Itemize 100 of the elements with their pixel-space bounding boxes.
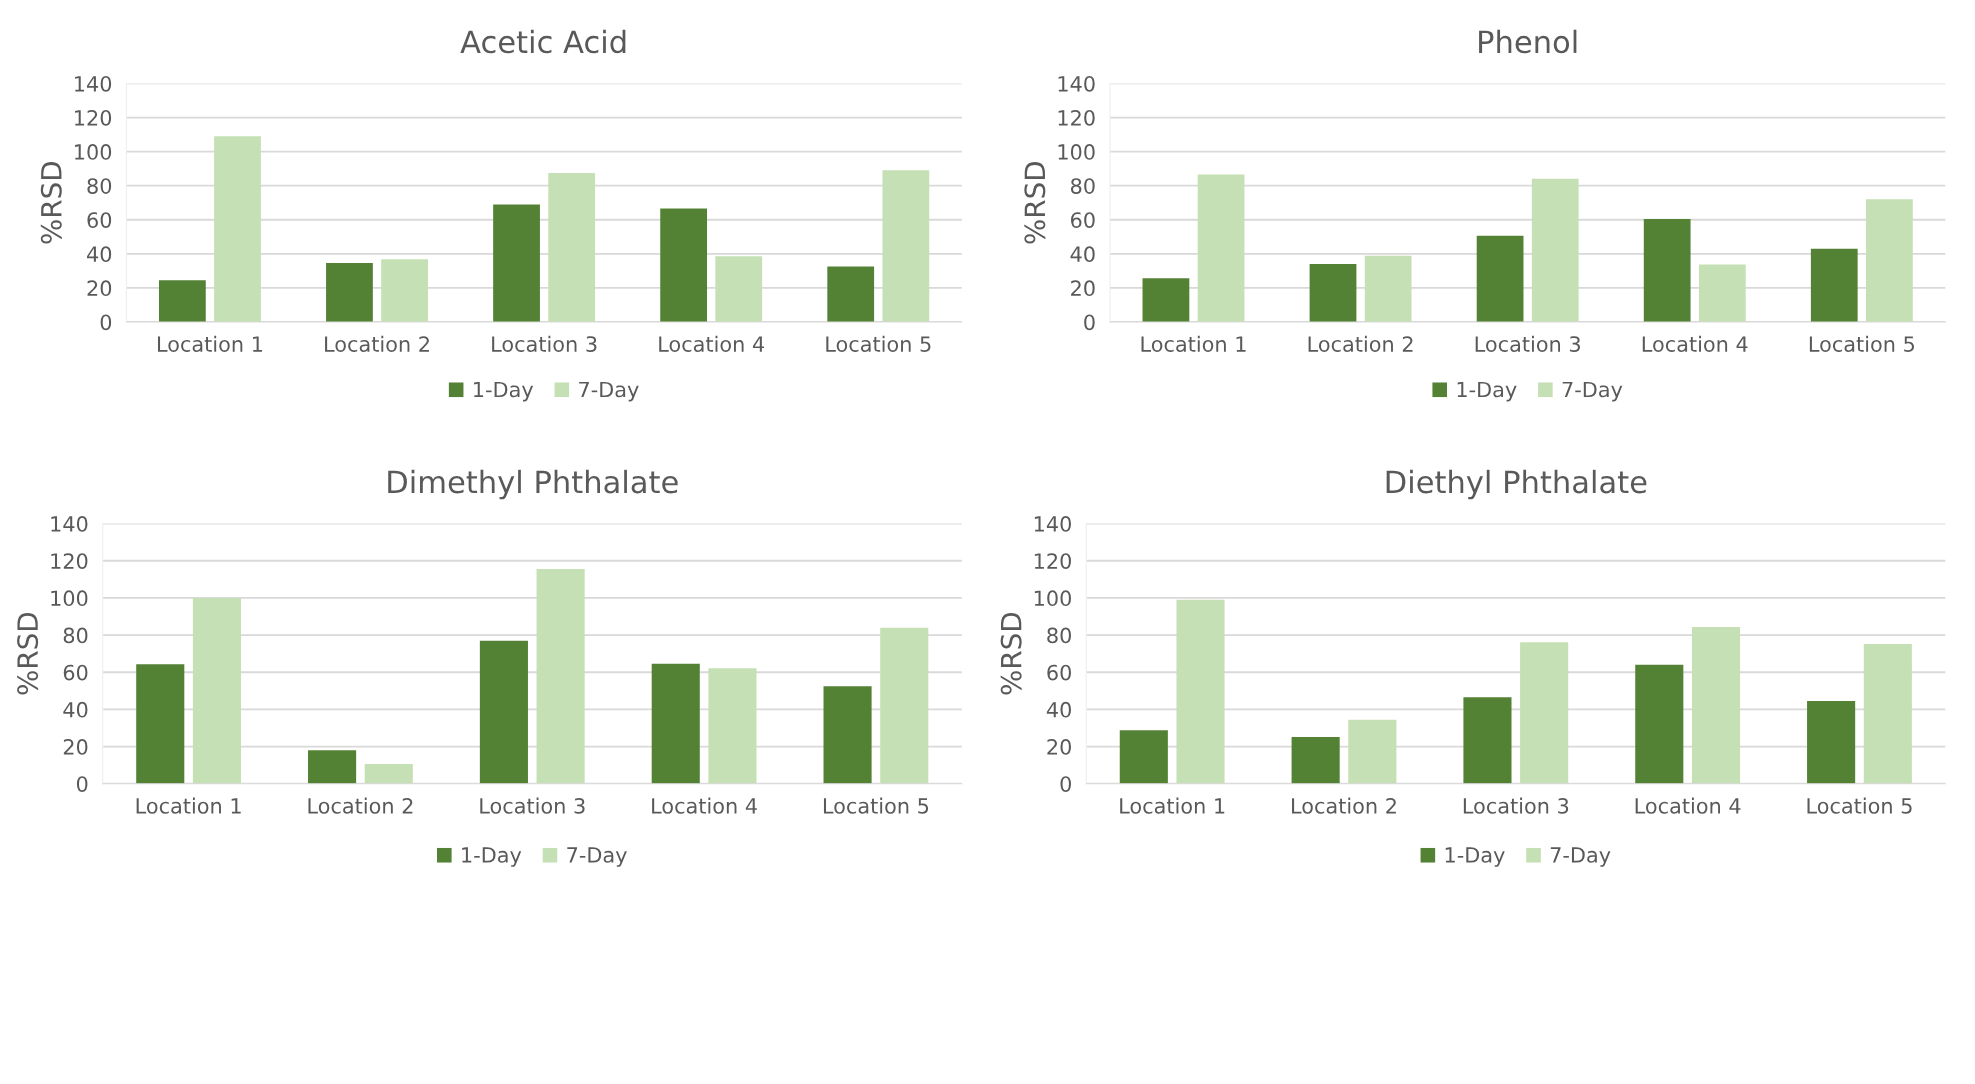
bar <box>326 263 373 322</box>
x-tick-label: Location 3 <box>1475 335 1580 352</box>
x-tick-label: Location 3 <box>480 797 585 814</box>
bar <box>880 627 929 784</box>
bar <box>1309 264 1357 322</box>
y-tick-label: 40 <box>1070 246 1095 263</box>
bar <box>715 256 763 322</box>
bar <box>1463 697 1512 784</box>
bar <box>827 266 875 322</box>
x-tick-label: Location 1 <box>1120 797 1225 814</box>
y-tick-label: 120 <box>1058 109 1095 126</box>
bar <box>479 640 528 784</box>
x-tick-label: Location 1 <box>157 335 263 352</box>
x-tick-label: Location 1 <box>136 797 241 814</box>
x-tick-label: Location 2 <box>325 335 429 352</box>
chart-title: Diethyl Phthalate <box>1386 469 1647 500</box>
bar <box>823 686 872 784</box>
legend-label: 7-Day <box>567 847 627 867</box>
x-tick-label: Location 2 <box>1308 335 1413 352</box>
legend-label: 1-Day <box>474 381 534 402</box>
bar <box>1807 701 1856 784</box>
bar <box>493 204 540 322</box>
chart-title: Phenol <box>1479 29 1577 54</box>
bar <box>308 750 357 784</box>
bar <box>1364 255 1412 322</box>
x-tick-label: Location 5 <box>826 335 931 352</box>
y-axis-title: %RSD <box>1024 161 1046 244</box>
bar <box>364 764 413 784</box>
x-tick-label: Location 4 <box>1635 797 1741 814</box>
bar <box>1197 174 1245 322</box>
y-axis-title: %RSD <box>40 161 62 244</box>
x-tick-label: Location 3 <box>492 335 597 352</box>
bar <box>1635 664 1684 784</box>
x-tick-label: Location 1 <box>1141 335 1246 352</box>
x-tick-label: Location 2 <box>1292 797 1396 814</box>
bar <box>136 664 185 784</box>
legend-label: 7-Day <box>1562 381 1623 402</box>
x-tick-label: Location 3 <box>1463 797 1569 814</box>
x-tick-label: Location 4 <box>659 335 765 352</box>
y-tick-label: 40 <box>87 246 112 263</box>
legend-label: 1-Day <box>462 847 522 867</box>
y-tick-label: 60 <box>87 212 112 228</box>
bar <box>1866 199 1913 322</box>
bar <box>1643 219 1691 322</box>
y-tick-label: 20 <box>1047 739 1071 755</box>
bar <box>381 259 428 322</box>
y-tick-label: 80 <box>87 178 112 194</box>
bar <box>548 173 596 322</box>
y-axis-title: %RSD <box>17 612 39 695</box>
y-tick-label: 100 <box>51 590 88 607</box>
y-tick-label: 120 <box>51 553 88 569</box>
y-tick-label: 120 <box>1034 553 1071 569</box>
y-tick-label: 100 <box>1058 144 1095 160</box>
legend-label: 7-Day <box>579 381 639 402</box>
y-tick-label: 100 <box>1034 590 1071 607</box>
bar <box>882 170 930 322</box>
y-tick-label: 0 <box>100 314 112 331</box>
x-tick-label: Location 5 <box>1809 335 1915 352</box>
y-tick-label: 0 <box>1084 314 1095 331</box>
bar <box>1691 626 1741 784</box>
y-tick-label: 140 <box>75 75 112 92</box>
chart-title: Dimethyl Phthalate <box>388 469 678 500</box>
bar <box>1176 599 1225 784</box>
legend-label: 7-Day <box>1550 847 1611 867</box>
bar <box>651 663 700 784</box>
y-tick-label: 60 <box>63 664 88 681</box>
x-tick-label: Location 4 <box>652 797 757 814</box>
y-tick-label: 60 <box>1047 664 1071 681</box>
bar <box>1476 235 1524 322</box>
y-tick-label: 0 <box>1060 776 1071 792</box>
y-tick-label: 120 <box>75 109 112 126</box>
chart-title: Acetic Acid <box>460 29 626 54</box>
y-tick-label: 40 <box>1046 701 1071 718</box>
y-tick-label: 140 <box>1058 75 1095 92</box>
bar <box>214 136 261 322</box>
bar <box>1520 642 1569 784</box>
bar <box>536 568 585 784</box>
y-tick-label: 60 <box>1071 212 1095 228</box>
y-axis-title: %RSD <box>1000 612 1022 695</box>
y-tick-label: 140 <box>51 516 88 532</box>
legend-label: 1-Day <box>1445 847 1505 867</box>
legend-label: 1-Day <box>1457 381 1517 402</box>
y-tick-label: 140 <box>1034 516 1071 532</box>
bar <box>708 668 757 784</box>
y-tick-label: 40 <box>63 701 88 718</box>
bar <box>1863 643 1912 784</box>
bar <box>1531 178 1579 322</box>
x-tick-label: Location 5 <box>823 797 929 814</box>
x-tick-label: Location 5 <box>1807 797 1912 814</box>
x-tick-label: Location 2 <box>308 797 413 814</box>
y-tick-label: 0 <box>76 776 88 792</box>
y-tick-label: 100 <box>75 144 112 160</box>
bar <box>1119 730 1168 784</box>
y-tick-label: 20 <box>1071 280 1095 297</box>
bar <box>158 280 206 322</box>
x-tick-label: Location 4 <box>1642 335 1748 352</box>
y-tick-label: 80 <box>1047 627 1071 644</box>
y-tick-label: 20 <box>63 739 88 755</box>
y-tick-label: 80 <box>1070 178 1095 194</box>
bar <box>1291 737 1340 784</box>
